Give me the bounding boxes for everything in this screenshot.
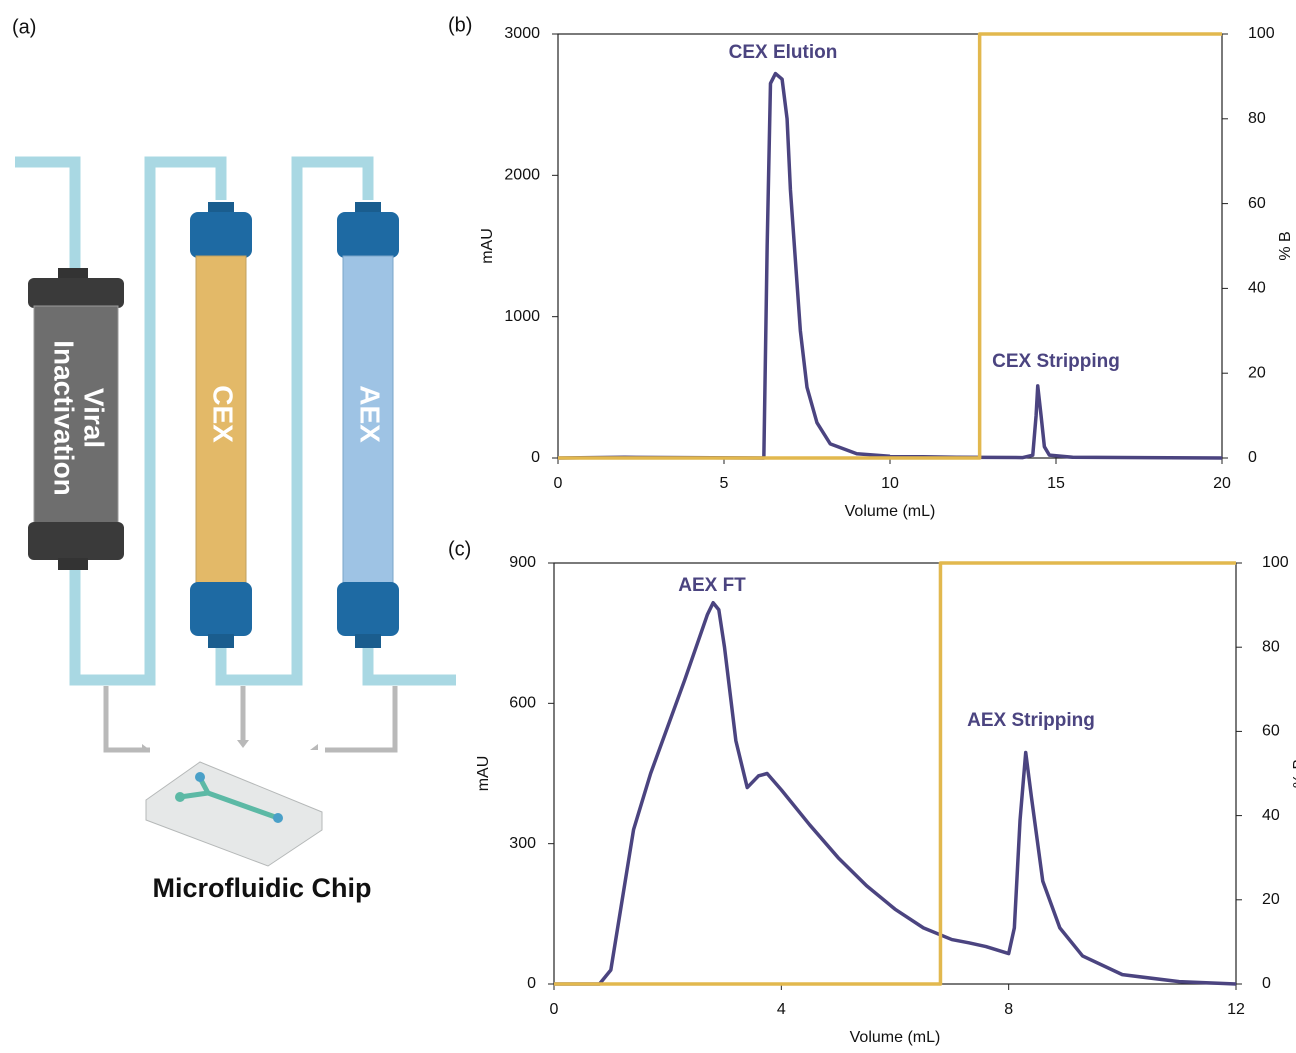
x-axis-label: Volume (mL) (850, 1029, 941, 1046)
column-label: Inactivation (49, 340, 80, 496)
x-tick-label: 5 (720, 475, 729, 492)
column-label: Viral (79, 388, 110, 448)
y-tick-label: 600 (509, 695, 536, 712)
series-line (554, 601, 1237, 986)
y2-axis-label: % B (1277, 231, 1294, 260)
y2-tick-label: 100 (1262, 554, 1289, 571)
y2-axis-label: % B (1291, 759, 1296, 788)
panel-label: (a) (12, 16, 36, 38)
y-tick-label: 1000 (504, 308, 540, 325)
x-tick-label: 0 (550, 1001, 559, 1018)
y-tick-label: 900 (509, 554, 536, 571)
annotation: CEX Elution (729, 42, 838, 63)
plot-frame (557, 33, 1223, 459)
x-tick-label: 0 (554, 475, 563, 492)
y2-tick-label: 0 (1262, 975, 1271, 992)
x-tick-label: 8 (1004, 1001, 1013, 1018)
y-tick-label: 300 (509, 835, 536, 852)
panel-label: (c) (448, 538, 471, 560)
column-viral (28, 268, 124, 570)
tubing (15, 156, 456, 686)
annotation: CEX Stripping (992, 351, 1120, 372)
column-label: AEX (355, 385, 386, 443)
series-line (558, 32, 1222, 460)
y2-tick-label: 40 (1248, 280, 1266, 297)
y-tick-label: 0 (527, 975, 536, 992)
y2-tick-label: 20 (1248, 364, 1266, 381)
y2-tick-label: 60 (1262, 723, 1280, 740)
x-tick-label: 20 (1213, 475, 1231, 492)
chip (145, 761, 323, 867)
y2-tick-label: 60 (1248, 195, 1266, 212)
column-label: CEX (208, 385, 239, 443)
series-line (554, 561, 1236, 986)
y-tick-label: 0 (531, 449, 540, 466)
arrows (103, 686, 398, 753)
x-tick-label: 12 (1227, 1001, 1245, 1018)
column-aex (337, 202, 399, 648)
y2-tick-label: 20 (1262, 891, 1280, 908)
x-tick-label: 4 (777, 1001, 786, 1018)
y2-tick-label: 0 (1248, 449, 1257, 466)
y2-tick-label: 100 (1248, 25, 1275, 42)
y2-tick-label: 80 (1262, 638, 1280, 655)
x-axis-label: Volume (mL) (845, 503, 936, 520)
y-axis-label: mAU (479, 228, 496, 264)
y2-tick-label: 80 (1248, 110, 1266, 127)
series-line (557, 71, 1223, 460)
annotation: AEX FT (678, 575, 746, 596)
diagram: Viral Inactivation CEX AEX Microfluidic … (15, 156, 456, 903)
annotation: AEX Stripping (967, 710, 1095, 731)
y-tick-label: 2000 (504, 167, 540, 184)
arrow-heads (142, 740, 318, 756)
y-axis-label: mAU (475, 756, 492, 792)
chip-label: Microfluidic Chip (153, 873, 372, 903)
y2-tick-label: 40 (1262, 807, 1280, 824)
column-cex (190, 202, 252, 648)
plot-frame (553, 562, 1237, 985)
y-tick-label: 3000 (504, 25, 540, 42)
panel-label: (b) (448, 14, 472, 36)
x-tick-label: 15 (1047, 475, 1065, 492)
x-tick-label: 10 (881, 475, 899, 492)
